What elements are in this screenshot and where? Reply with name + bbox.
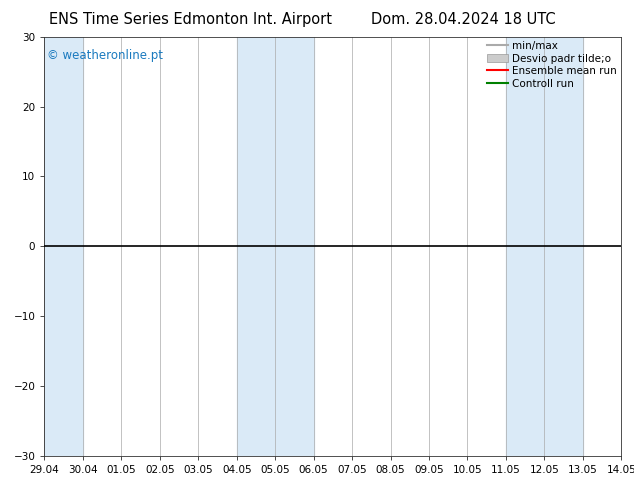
- Bar: [44, 37, 83, 456]
- Bar: [506, 37, 583, 456]
- Text: ENS Time Series Edmonton Int. Airport: ENS Time Series Edmonton Int. Airport: [49, 12, 332, 27]
- Text: © weatheronline.pt: © weatheronline.pt: [48, 49, 164, 62]
- Legend: min/max, Desvio padr tilde;o, Ensemble mean run, Controll run: min/max, Desvio padr tilde;o, Ensemble m…: [485, 39, 619, 91]
- Bar: [236, 37, 314, 456]
- Text: Dom. 28.04.2024 18 UTC: Dom. 28.04.2024 18 UTC: [370, 12, 555, 27]
